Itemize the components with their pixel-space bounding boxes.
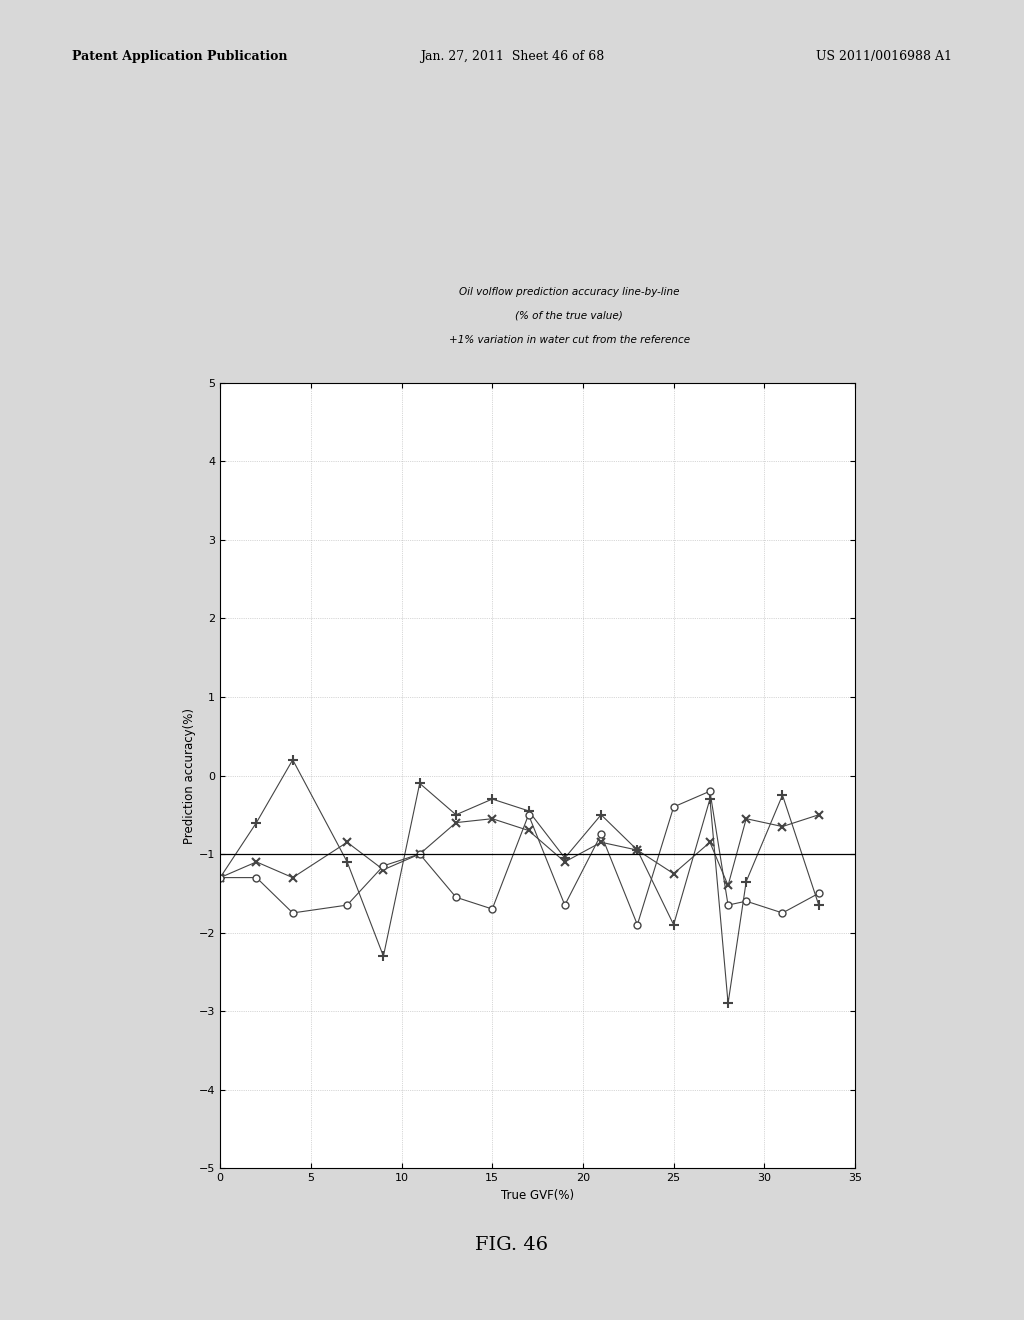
Text: Oil volflow prediction accuracy line-by-line: Oil volflow prediction accuracy line-by-… [459,286,680,297]
Text: +1% variation in water cut from the reference: +1% variation in water cut from the refe… [449,334,690,345]
Y-axis label: Prediction accuracy(%): Prediction accuracy(%) [183,708,196,843]
Text: Jan. 27, 2011  Sheet 46 of 68: Jan. 27, 2011 Sheet 46 of 68 [420,50,604,63]
Text: FIG. 46: FIG. 46 [475,1236,549,1254]
Text: Patent Application Publication: Patent Application Publication [72,50,287,63]
X-axis label: True GVF(%): True GVF(%) [501,1188,574,1201]
Text: US 2011/0016988 A1: US 2011/0016988 A1 [816,50,952,63]
Text: (% of the true value): (% of the true value) [515,310,624,321]
